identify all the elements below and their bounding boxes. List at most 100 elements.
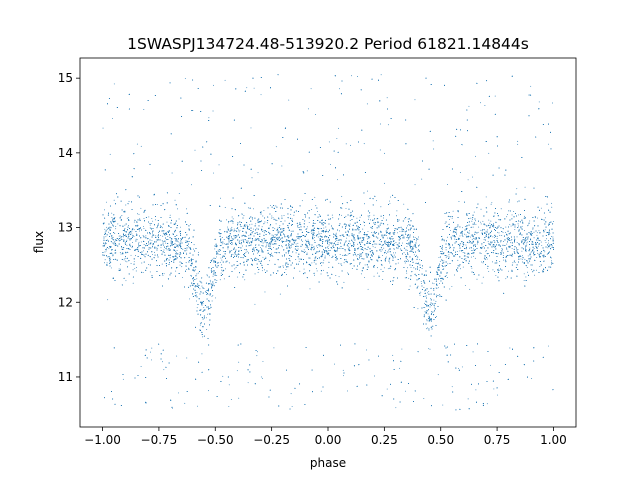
data-point xyxy=(480,208,482,210)
data-point xyxy=(332,244,334,246)
data-point xyxy=(175,251,177,253)
data-point xyxy=(364,234,366,236)
data-point xyxy=(232,243,233,245)
data-point xyxy=(320,262,322,263)
data-point xyxy=(174,246,176,248)
data-point xyxy=(392,238,394,240)
data-point xyxy=(288,243,290,245)
data-point xyxy=(186,249,188,251)
data-point xyxy=(263,230,265,232)
data-point xyxy=(216,280,218,281)
data-point xyxy=(370,219,371,221)
data-point xyxy=(512,225,514,227)
data-point xyxy=(433,299,435,301)
data-point xyxy=(209,308,211,309)
data-point xyxy=(533,243,534,245)
data-point xyxy=(510,225,512,227)
data-point xyxy=(466,226,468,228)
data-point xyxy=(238,231,240,233)
data-point xyxy=(288,243,290,245)
data-point xyxy=(404,262,406,264)
data-point xyxy=(177,246,179,248)
data-point xyxy=(361,241,363,243)
data-point xyxy=(485,250,487,252)
data-point xyxy=(395,242,397,244)
data-point xyxy=(532,271,534,273)
data-point xyxy=(248,235,250,237)
data-point xyxy=(232,218,234,220)
data-point xyxy=(111,212,113,214)
data-point xyxy=(271,217,273,219)
data-point xyxy=(255,244,257,246)
data-point xyxy=(133,236,135,237)
data-point xyxy=(166,249,168,251)
data-point xyxy=(339,239,341,240)
data-point xyxy=(124,224,126,226)
data-point xyxy=(425,305,427,307)
data-point xyxy=(468,242,470,244)
data-point xyxy=(424,296,426,297)
data-point xyxy=(211,300,213,302)
data-point xyxy=(374,246,376,248)
data-point xyxy=(157,254,158,256)
data-point xyxy=(524,237,526,239)
data-point xyxy=(458,201,460,203)
data-point xyxy=(120,253,122,255)
data-point xyxy=(309,288,311,290)
data-point xyxy=(271,240,273,242)
data-point xyxy=(539,252,541,254)
data-point xyxy=(311,209,313,210)
data-point xyxy=(383,223,385,225)
data-point xyxy=(199,288,201,290)
data-point xyxy=(275,234,277,236)
data-point xyxy=(388,249,390,251)
data-point xyxy=(465,258,467,260)
data-point xyxy=(424,307,426,309)
data-point xyxy=(399,231,401,232)
data-point xyxy=(289,248,291,250)
data-point xyxy=(484,229,485,231)
data-point xyxy=(372,246,374,248)
data-point xyxy=(341,207,343,209)
data-point xyxy=(202,301,204,302)
data-point xyxy=(490,225,492,227)
data-point xyxy=(314,196,316,198)
data-point xyxy=(360,253,362,255)
data-point xyxy=(313,261,315,263)
data-point xyxy=(501,248,503,250)
data-point xyxy=(129,243,131,245)
data-point xyxy=(505,278,507,280)
data-point xyxy=(363,221,365,223)
data-point xyxy=(443,262,445,263)
data-point xyxy=(207,293,209,295)
data-point xyxy=(524,238,526,240)
data-point xyxy=(186,208,188,210)
data-point xyxy=(291,243,292,245)
data-point xyxy=(468,105,470,107)
data-point xyxy=(358,254,360,256)
data-point xyxy=(374,230,375,232)
data-point xyxy=(428,290,430,292)
data-point xyxy=(365,255,367,257)
data-point xyxy=(426,328,428,330)
data-point xyxy=(161,263,163,265)
data-point xyxy=(110,258,111,260)
data-point xyxy=(383,217,384,219)
data-point xyxy=(506,247,507,249)
data-point xyxy=(444,222,446,224)
data-point xyxy=(126,247,128,249)
data-point xyxy=(180,238,182,240)
data-point xyxy=(414,237,416,239)
data-point xyxy=(257,271,259,273)
data-point xyxy=(345,207,347,209)
data-point xyxy=(337,179,338,181)
data-point xyxy=(377,221,379,223)
data-point xyxy=(220,240,221,242)
data-point xyxy=(329,242,331,244)
data-point xyxy=(256,252,258,254)
data-point xyxy=(124,241,126,243)
data-point xyxy=(551,261,552,263)
data-point xyxy=(383,182,385,184)
data-point xyxy=(295,259,297,261)
data-point xyxy=(131,247,133,248)
